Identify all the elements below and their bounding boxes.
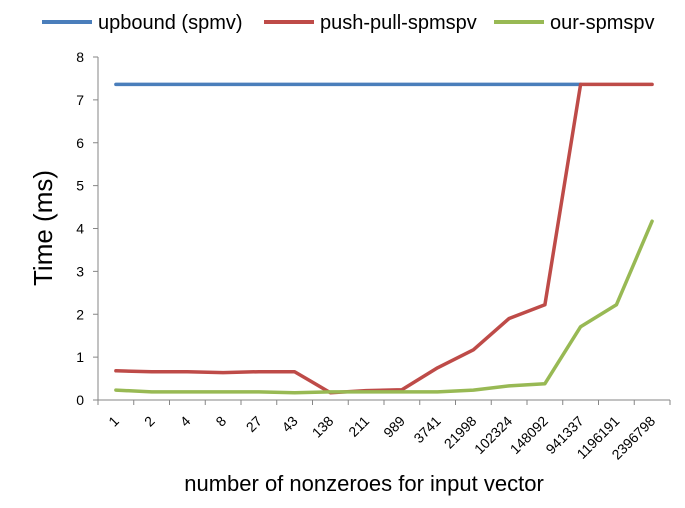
x-tick-label: 102324 bbox=[471, 413, 515, 457]
y-tick-label: 8 bbox=[76, 49, 84, 65]
y-tick-label: 1 bbox=[76, 349, 84, 365]
x-tick-label: 2 bbox=[141, 413, 158, 430]
x-tick-label: 27 bbox=[243, 413, 265, 435]
legend-item-push-pull: push-pull-spmspv bbox=[264, 12, 477, 34]
y-tick-label: 5 bbox=[76, 178, 84, 194]
x-axis-title: number of nonzeroes for input vector bbox=[184, 471, 544, 496]
legend-item-upbound: upbound (spmv) bbox=[42, 12, 243, 34]
x-tick-label: 4 bbox=[177, 413, 194, 430]
x-tick-label: 1 bbox=[105, 413, 122, 430]
y-tick-label: 6 bbox=[76, 135, 84, 151]
y-axis-title: Time (ms) bbox=[28, 170, 58, 286]
legend-label-upbound: upbound (spmv) bbox=[98, 12, 243, 34]
x-tick-label: 3741 bbox=[410, 413, 443, 446]
series-line-our-spmspv bbox=[114, 219, 654, 395]
x-axis: 1 2 4 8 27 43 138 211 989 37412199810232414809294… bbox=[97, 399, 671, 463]
x-tick-label: 43 bbox=[278, 413, 300, 435]
x-tick-label: 211 bbox=[345, 413, 372, 440]
series-layer bbox=[114, 82, 654, 395]
y-tick-label: 7 bbox=[76, 92, 84, 108]
y-tick-label: 2 bbox=[76, 306, 84, 322]
y-tick-label: 4 bbox=[76, 221, 84, 237]
x-tick-label: 8 bbox=[212, 413, 229, 430]
y-tick-label: 0 bbox=[76, 392, 84, 408]
legend-label-push-pull: push-pull-spmspv bbox=[320, 12, 477, 34]
legend-label-our-spmspv: our-spmspv bbox=[550, 12, 654, 34]
x-tick-label: 138 bbox=[309, 413, 337, 441]
y-axis: 0 1 2 3 4 5 6 7 8 bbox=[76, 49, 99, 408]
legend-item-our-spmspv: our-spmspv bbox=[494, 12, 654, 34]
series-line-push-pull bbox=[114, 82, 654, 395]
x-tick-label: 148092 bbox=[507, 413, 551, 457]
y-tick-label: 3 bbox=[76, 263, 84, 279]
legend: upbound (spmv) push-pull-spmspv our-spms… bbox=[42, 12, 654, 34]
x-tick-label: 989 bbox=[380, 413, 408, 441]
